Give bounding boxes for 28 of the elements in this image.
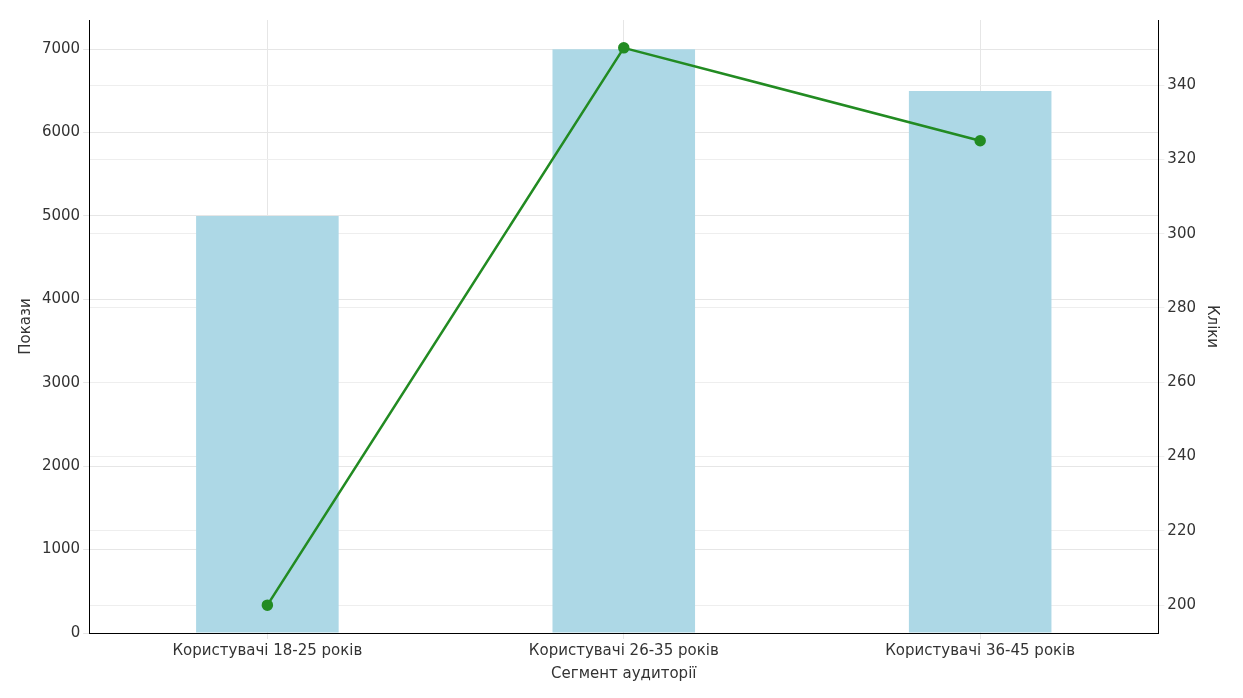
y-tick-label: 5000 [41,205,81,224]
x-tick-label: Користувачі 36-45 років [885,640,1076,659]
y2-tick-label: 320 [1167,149,1197,168]
y-axis-title: Покази [15,298,34,355]
point [261,599,274,611]
point [974,134,986,147]
y2-tick-label: 220 [1167,520,1197,539]
y2-tick-label: 260 [1167,372,1197,391]
x-tick-label: Користувачі 18-25 років [172,640,363,659]
y2-tick-label: 300 [1167,223,1197,242]
point [618,42,630,54]
bar [196,215,339,633]
y-tick-label: 7000 [41,39,81,58]
y2-tick-label: 340 [1167,74,1197,93]
y-tick-label: 3000 [41,372,81,391]
y-tick-label: 0 [70,622,81,641]
y-tick-label: 1000 [41,539,81,558]
y2-tick-label: 240 [1167,446,1197,465]
y-tick-label: 4000 [41,289,81,308]
y2-axis-title: Кліки [1204,304,1223,349]
x-tick-label: Користувачі 26-35 років [528,640,719,659]
y-tick-label: 2000 [41,456,81,475]
x-axis-title: Сегмент аудиторії [551,663,698,682]
y2-tick-label: 280 [1167,297,1197,316]
bar [552,49,696,633]
bar [908,90,1052,633]
y2-tick-label: 200 [1167,595,1197,614]
y-tick-label: 6000 [41,122,81,141]
